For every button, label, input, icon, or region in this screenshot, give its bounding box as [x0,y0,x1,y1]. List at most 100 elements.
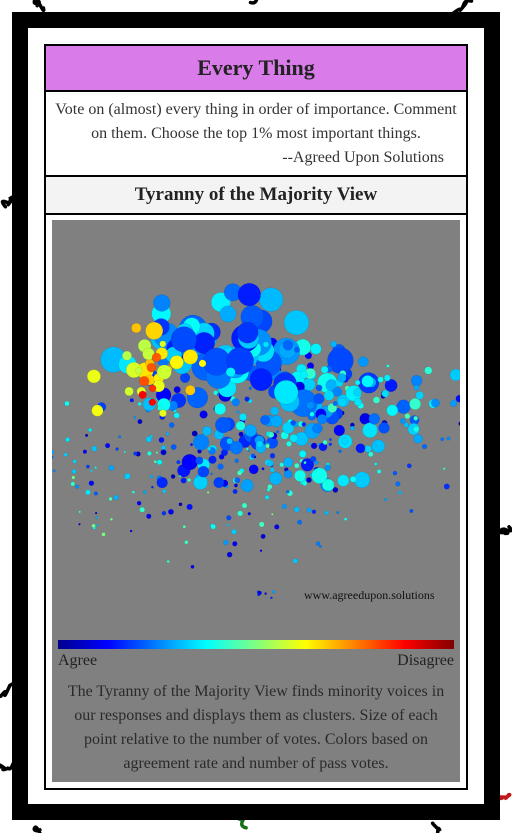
point [146,513,152,519]
point [398,490,402,495]
point [349,476,357,483]
point [269,467,275,473]
squiggle [0,762,15,772]
point [270,512,274,516]
point [270,406,280,416]
point [386,364,390,368]
title: Every Thing [46,46,466,92]
point [63,452,68,457]
point [167,508,174,515]
point [192,434,210,451]
point [310,442,318,450]
point [139,506,146,513]
point [185,384,196,396]
point [289,433,298,443]
point [323,390,335,401]
squiggle [248,0,259,5]
point [153,460,157,464]
point [269,453,276,459]
point [217,463,224,470]
point [322,439,328,445]
point [226,347,254,375]
point [310,343,322,355]
point [151,485,154,489]
point [133,451,138,456]
point [260,415,270,425]
point [88,427,93,433]
point [122,350,132,361]
point [94,511,98,515]
point [316,414,328,425]
point [383,497,388,502]
point [403,422,410,428]
point [413,433,423,444]
point [96,524,99,527]
point [281,503,288,510]
legend-high: Disagree [397,652,454,669]
point [336,510,340,515]
point [395,481,401,487]
point [311,467,328,484]
point [302,480,308,486]
point [245,447,249,451]
point [226,437,233,445]
point [151,352,162,363]
point [160,449,167,456]
point [179,372,191,383]
point [178,502,183,507]
squiggle [32,825,42,833]
point [350,425,355,431]
point [292,558,299,564]
point [313,393,325,405]
point [424,366,433,375]
point [148,398,156,406]
point [74,484,80,489]
point [95,516,99,520]
point [333,424,345,437]
point [210,523,216,530]
view-panel: www.agreedupon.solutions Agree Disagree … [52,220,460,782]
point [145,321,164,340]
point [413,384,420,391]
point [199,410,208,419]
point [282,339,294,351]
point [255,440,264,448]
point [70,481,76,487]
point [71,475,76,480]
point [136,500,142,506]
point [213,477,225,489]
point [153,294,171,312]
point [129,529,133,533]
point [84,433,89,438]
point [446,436,451,441]
point [72,459,77,464]
point [139,375,150,387]
point [271,589,276,594]
squiggle [451,0,474,16]
point [104,442,111,449]
point [85,464,90,469]
point [168,422,175,428]
point [170,474,176,479]
point [409,508,414,514]
point [156,476,168,489]
point [231,398,240,407]
point [328,437,332,442]
point [410,374,423,387]
point [182,349,199,365]
point [173,412,180,419]
point [248,386,253,391]
point [392,470,398,476]
point [64,400,70,407]
point [270,596,273,600]
point [324,464,331,471]
point [337,397,347,408]
cluster-plot [52,282,460,600]
point [293,506,300,513]
point [430,398,440,408]
point [244,396,250,402]
point [353,388,362,397]
point [449,368,460,382]
point [181,453,198,471]
